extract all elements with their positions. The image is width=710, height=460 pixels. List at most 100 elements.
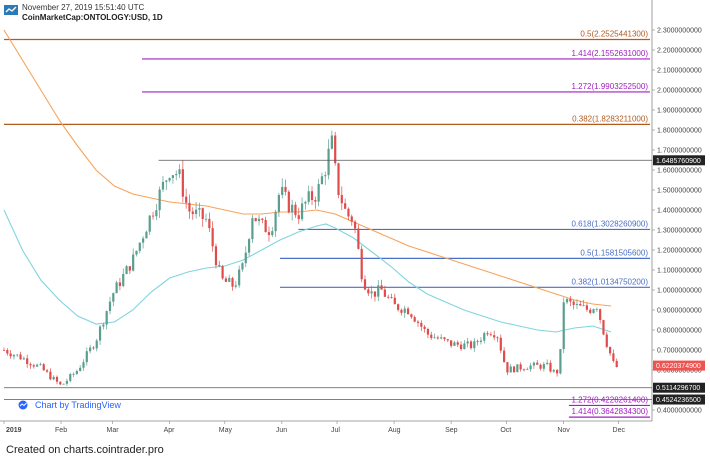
candle-body (95, 340, 98, 349)
tradingview-link[interactable]: Chart by TradingView (16, 400, 121, 410)
candle-body (271, 231, 274, 236)
candle-body (264, 219, 267, 233)
footer-credit: Created on charts.cointrader.pro (6, 444, 164, 456)
candle-body (151, 215, 155, 217)
x-tick-label: Dec (613, 427, 626, 434)
candle-body (224, 278, 228, 282)
candle-body (565, 299, 569, 303)
candle-body (254, 218, 257, 222)
candle-body (406, 308, 410, 315)
candle-body (602, 320, 605, 335)
candle-body (69, 374, 72, 381)
candle-body (605, 334, 608, 347)
candle-body (330, 135, 333, 149)
candle-body (350, 216, 353, 222)
y-tick-label: 2.2000000000 (657, 48, 702, 55)
price-tag-label: 0.6220374900 (656, 363, 701, 370)
y-tick-label: 0.7000000000 (657, 348, 702, 355)
candle-body (334, 135, 337, 164)
candle-body (19, 354, 22, 360)
candle-body (579, 303, 582, 306)
candle-body (234, 285, 237, 287)
y-tick-label: 1.1000000000 (657, 268, 702, 275)
candle-body (247, 239, 251, 253)
moving-average-blue (3, 209, 612, 333)
candle-body (357, 228, 360, 249)
candle-body (89, 347, 92, 352)
y-tick-label: 1.6000000000 (657, 168, 702, 175)
candle-body (165, 180, 168, 182)
candle-body (294, 204, 297, 216)
candle-body (115, 282, 118, 294)
tradingview-logo-icon (4, 5, 18, 15)
candle-body (585, 305, 589, 310)
candle-body (592, 309, 595, 313)
candle-body (413, 317, 416, 322)
candle-body (595, 309, 598, 310)
candle-body (92, 347, 95, 349)
candle-body (314, 200, 317, 202)
candle-body (493, 335, 496, 338)
candle-body (400, 309, 403, 313)
x-tick-label: Oct (500, 427, 511, 434)
candle-body (158, 189, 161, 211)
candle-body (608, 346, 612, 354)
candle-body (499, 337, 502, 351)
candle-body (175, 174, 178, 176)
candle-body (363, 279, 367, 290)
candle-body (6, 350, 9, 354)
x-tick-label: Nov (557, 427, 570, 434)
candle-body (267, 232, 271, 236)
candle-body (370, 291, 373, 294)
candle-body (473, 341, 476, 349)
candle-body (516, 364, 519, 373)
candle-body (526, 369, 529, 371)
price-tag-label: 1.6485760900 (656, 158, 701, 165)
candle-body (360, 248, 363, 280)
candle-body (387, 296, 390, 298)
candle-body (483, 333, 486, 341)
candle-body (463, 343, 466, 350)
candle-body (552, 369, 555, 372)
x-tick-label: Feb (55, 427, 67, 434)
candle-body (310, 191, 314, 201)
candle-body (178, 169, 181, 175)
candle-body (519, 364, 522, 370)
candle-body (506, 362, 509, 373)
candle-body (450, 340, 453, 346)
candle-body (75, 371, 78, 374)
candle-body (148, 215, 151, 232)
candle-body (125, 266, 128, 275)
x-tick-label: Jul (331, 427, 340, 434)
candle-body (529, 365, 532, 370)
candle-body (453, 342, 456, 346)
candle-body (194, 209, 198, 215)
chart-symbol: CoinMarketCap:ONTOLOGY:USD, 1D (22, 13, 163, 22)
chart-timestamp: November 27, 2019 15:51:40 UTC (22, 3, 145, 12)
candle-body (410, 314, 413, 318)
candle-body (231, 278, 234, 287)
candle-body (168, 178, 171, 181)
tradingview-cloud-icon (18, 400, 28, 410)
y-tick-label: 1.2000000000 (657, 248, 702, 255)
y-tick-label: 1.8000000000 (657, 128, 702, 135)
candle-body (287, 191, 290, 213)
candle-body (496, 337, 499, 339)
price-tag-box (653, 394, 705, 405)
candle-body (367, 289, 370, 294)
price-tag-label: 0.4524236500 (656, 397, 701, 404)
candle-body (562, 302, 565, 350)
fib-level-label: 0.5(2.2525441300) (580, 30, 648, 39)
candle-body (522, 369, 526, 371)
candle-body (36, 364, 39, 367)
candle-body (446, 339, 449, 341)
candle-body (251, 218, 254, 240)
candles (2, 130, 618, 386)
moving-averages (3, 29, 612, 333)
candle-body (122, 274, 125, 286)
candle-body (2, 350, 6, 351)
candle-body (145, 231, 148, 239)
fib-level-label: 1.272(0.4228261400) (571, 395, 648, 404)
candle-body (208, 218, 211, 229)
y-tick-label: 0.4000000000 (657, 408, 702, 415)
